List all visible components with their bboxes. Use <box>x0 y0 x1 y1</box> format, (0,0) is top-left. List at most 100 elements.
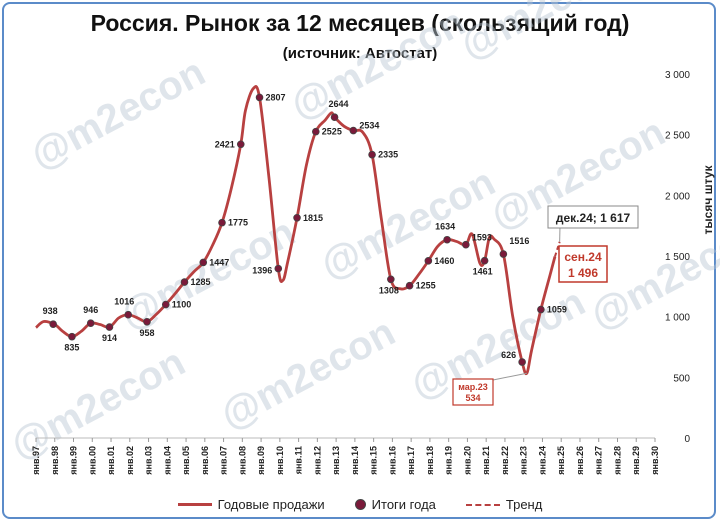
annual-total-label: 626 <box>501 350 516 360</box>
x-tick-label: янв.30 <box>650 446 660 475</box>
annual-total-point <box>293 213 301 222</box>
annual-total-point <box>349 126 358 135</box>
annual-total-label: 2421 <box>215 139 235 149</box>
current-callout-value: 1 496 <box>568 266 598 280</box>
annual-total-label: 1516 <box>509 236 529 246</box>
annual-total-point <box>236 140 245 149</box>
annual-total-point <box>330 113 339 121</box>
annual-total-label: 1100 <box>172 300 192 310</box>
x-tick-label: янв.17 <box>406 446 416 475</box>
annual-total-point <box>424 257 433 265</box>
x-tick-label: янв.26 <box>575 446 585 475</box>
x-tick-label: янв.15 <box>369 446 379 475</box>
annual-total-label: 1255 <box>416 281 436 291</box>
annual-total-label: 958 <box>139 328 154 338</box>
legend-dash-swatch <box>465 503 500 506</box>
x-tick-label: янв.02 <box>125 446 135 475</box>
y-axis: 0 500 1 000 1 500 2 000 2 500 3 000 <box>665 70 690 445</box>
annual-total-label: 2807 <box>266 92 286 102</box>
annual-total-label: 1285 <box>190 277 210 287</box>
annual-total-label: 2335 <box>378 150 398 160</box>
watermark-text: @m2econ <box>404 280 593 408</box>
x-tick-label: янв.01 <box>106 446 116 475</box>
y-tick-label: 2 000 <box>665 191 690 202</box>
annual-total-label: 1396 <box>252 266 272 276</box>
annual-total-label: 835 <box>64 343 79 353</box>
watermark-group: @m2econ @m2econ@m2econ@m2econ @m2econ@m2ec… <box>4 0 720 468</box>
legend-label-trend: Тренд <box>505 497 543 512</box>
x-axis: янв.97 янв.98 янв.99 янв.00 янв.01 янв.02 янв.… <box>31 437 660 475</box>
annual-total-point <box>499 250 508 258</box>
x-tick-label: янв.28 <box>612 446 622 475</box>
x-tick-label: янв.22 <box>500 446 510 475</box>
annual-totals-group: 938 835 946 914 1016 958 1100 1285 1447 1775 2421 2… <box>43 92 567 366</box>
current-callout-date: сен.24 <box>564 250 602 264</box>
annual-total-point <box>255 93 264 102</box>
annual-total-label: 2534 <box>359 121 379 131</box>
annual-total-label: 2644 <box>329 99 349 109</box>
x-tick-label: янв.04 <box>162 446 172 475</box>
annual-total-point <box>180 278 189 286</box>
annual-total-point <box>49 320 57 328</box>
chart-title: Россия. Рынок за 12 месяцев (скользящий … <box>90 10 630 36</box>
x-tick-label: янв.10 <box>275 446 285 475</box>
minimum-callout-date: мар.23 <box>458 382 488 392</box>
forecast-callout-box <box>547 205 639 229</box>
legend-label-annual: Итоги года <box>371 497 436 512</box>
x-tick-label: янв.08 <box>237 446 247 475</box>
x-tick-label: янв.11 <box>294 446 304 474</box>
annual-total-point <box>518 358 526 366</box>
x-tick-label: янв.24 <box>537 446 547 475</box>
x-tick-label: янв.07 <box>219 446 229 475</box>
annual-total-label: 1593 <box>472 233 492 243</box>
x-tick-label: янв.20 <box>462 446 472 475</box>
x-tick-label: янв.98 <box>50 446 60 475</box>
annual-total-label: 938 <box>43 306 58 316</box>
watermark-text: @m2econ <box>24 50 213 178</box>
watermark-text: @m2econ <box>284 0 473 128</box>
chart-subtitle: (источник: Автостат) <box>282 45 438 62</box>
annual-total-label: 1461 <box>473 267 493 277</box>
y-tick-label: 500 <box>673 373 690 384</box>
x-tick-label: янв.19 <box>444 446 454 475</box>
annual-total-point <box>537 305 545 314</box>
current-callout-box <box>558 245 608 283</box>
legend: Годовые продажи Итоги года Тренд <box>0 497 720 512</box>
y-tick-label: 1 000 <box>665 313 690 324</box>
x-tick-label: янв.05 <box>181 446 191 475</box>
annual-total-point <box>368 150 376 159</box>
annual-total-point <box>443 235 451 244</box>
legend-line-swatch <box>177 503 212 506</box>
y-tick-label: 3 000 <box>665 70 690 81</box>
x-tick-label: янв.23 <box>519 446 529 475</box>
y-tick-label: 0 <box>684 434 690 445</box>
x-tick-label: янв.25 <box>556 446 566 475</box>
annual-total-label: 946 <box>83 305 98 315</box>
x-tick-label: янв.13 <box>331 446 341 475</box>
x-tick-label: янв.29 <box>631 446 641 475</box>
x-tick-label: янв.27 <box>594 446 604 475</box>
x-tick-label: янв.14 <box>350 446 360 475</box>
watermark-text: @m2econ <box>454 0 643 68</box>
legend-item-annual: Итоги года <box>354 497 436 512</box>
trend-line <box>554 241 561 257</box>
annual-total-point <box>274 264 283 273</box>
annual-total-point <box>124 310 133 319</box>
x-tick-label: янв.18 <box>425 446 435 475</box>
annual-total-point <box>312 127 320 136</box>
annual-total-point <box>387 275 395 284</box>
watermark-text: @m2econ <box>214 310 403 438</box>
x-tick-label: янв.12 <box>312 446 322 475</box>
annual-total-point <box>405 281 414 290</box>
annual-total-point <box>68 332 76 341</box>
x-tick-label: янв.99 <box>69 446 79 475</box>
annual-total-point <box>161 300 170 309</box>
x-tick-label: янв.06 <box>200 446 210 475</box>
legend-dot-swatch <box>354 499 366 510</box>
x-tick-label: янв.97 <box>31 446 41 475</box>
annual-total-point <box>86 319 95 328</box>
annual-total-label: 1634 <box>435 222 455 232</box>
legend-label-rolling: Годовые продажи <box>217 497 325 512</box>
